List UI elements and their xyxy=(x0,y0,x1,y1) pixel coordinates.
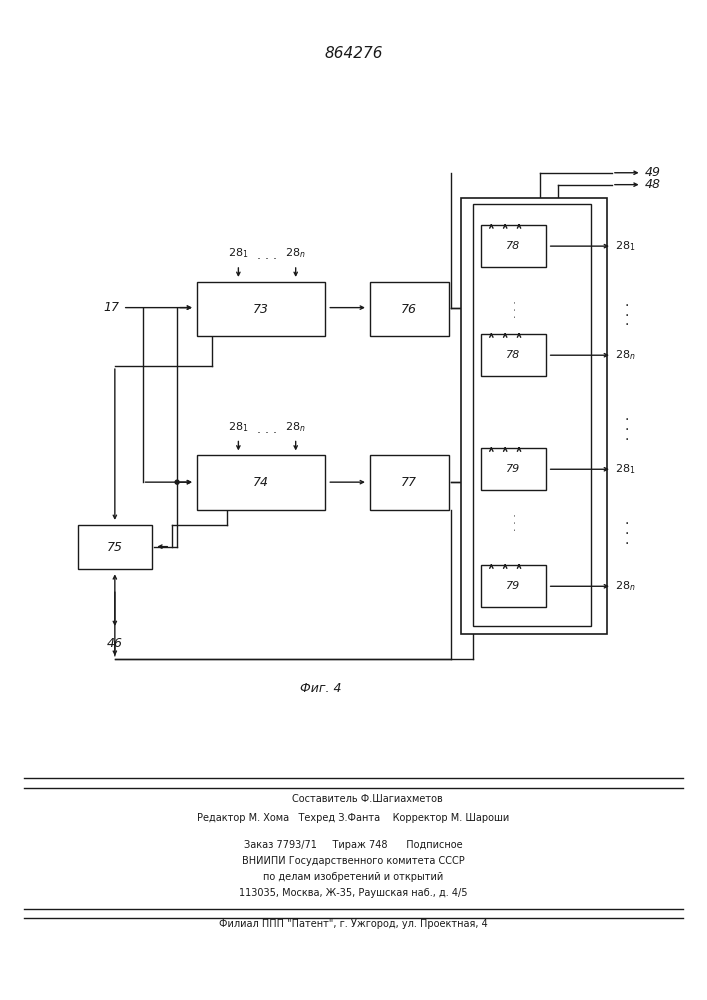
Text: 46: 46 xyxy=(107,637,123,650)
Bar xyxy=(481,565,546,607)
Text: .: . xyxy=(624,429,629,443)
Text: 74: 74 xyxy=(253,476,269,489)
Text: Составитель Ф.Шагиахметов: Составитель Ф.Шагиахметов xyxy=(292,794,443,804)
Text: .: . xyxy=(624,314,629,328)
Text: 49: 49 xyxy=(645,166,660,179)
Text: Фиг. 4: Фиг. 4 xyxy=(300,682,341,695)
Text: $28_n$: $28_n$ xyxy=(286,246,306,260)
Bar xyxy=(472,204,591,626)
Text: 73: 73 xyxy=(253,303,269,316)
Bar xyxy=(197,282,325,336)
Text: 79: 79 xyxy=(506,581,521,591)
Text: .: . xyxy=(624,533,629,547)
Text: $28_n$: $28_n$ xyxy=(286,420,306,434)
Bar xyxy=(481,448,546,490)
Text: . . .: . . . xyxy=(508,513,518,531)
Text: $28_n$: $28_n$ xyxy=(615,348,636,362)
Text: . . .: . . . xyxy=(257,423,277,436)
Text: 17: 17 xyxy=(104,301,119,314)
Circle shape xyxy=(175,480,179,484)
Text: .: . xyxy=(624,523,629,537)
Text: $28_n$: $28_n$ xyxy=(615,579,636,593)
Text: 864276: 864276 xyxy=(325,46,383,61)
Text: 79: 79 xyxy=(506,464,521,474)
Bar xyxy=(197,455,325,510)
Text: .: . xyxy=(624,409,629,423)
Text: Филиал ППП "Патент", г. Ужгород, ул. Проектная, 4: Филиал ППП "Патент", г. Ужгород, ул. Про… xyxy=(219,919,488,929)
Text: $28_1$: $28_1$ xyxy=(228,420,249,434)
Text: Заказ 7793/71     Тираж 748      Подписное: Заказ 7793/71 Тираж 748 Подписное xyxy=(244,840,463,850)
Bar xyxy=(461,198,607,634)
Bar xyxy=(481,225,546,267)
Text: .: . xyxy=(624,513,629,527)
Text: . . .: . . . xyxy=(508,300,518,318)
Text: Редактор М. Хома   Техред З.Фанта    Корректор М. Шароши: Редактор М. Хома Техред З.Фанта Корректо… xyxy=(197,813,510,823)
Text: 48: 48 xyxy=(645,178,660,191)
Bar xyxy=(481,334,546,376)
Text: 78: 78 xyxy=(506,350,521,360)
Text: 76: 76 xyxy=(402,303,417,316)
Text: 113035, Москва, Ж-35, Раушская наб., д. 4/5: 113035, Москва, Ж-35, Раушская наб., д. … xyxy=(239,888,468,898)
Text: $28_1$: $28_1$ xyxy=(228,246,249,260)
Text: .: . xyxy=(624,305,629,319)
Text: $28_1$: $28_1$ xyxy=(615,462,636,476)
Text: ВНИИПИ Государственного комитета СССР: ВНИИПИ Государственного комитета СССР xyxy=(242,856,465,866)
Text: 78: 78 xyxy=(506,241,521,251)
Text: по делам изобретений и открытий: по делам изобретений и открытий xyxy=(264,872,443,882)
Text: .: . xyxy=(624,419,629,433)
Bar xyxy=(370,282,449,336)
Text: $28_1$: $28_1$ xyxy=(615,239,636,253)
Text: 77: 77 xyxy=(402,476,417,489)
Text: . . .: . . . xyxy=(257,249,277,262)
Bar xyxy=(370,455,449,510)
Text: 75: 75 xyxy=(107,541,123,554)
Text: .: . xyxy=(624,295,629,309)
Bar xyxy=(78,525,153,569)
